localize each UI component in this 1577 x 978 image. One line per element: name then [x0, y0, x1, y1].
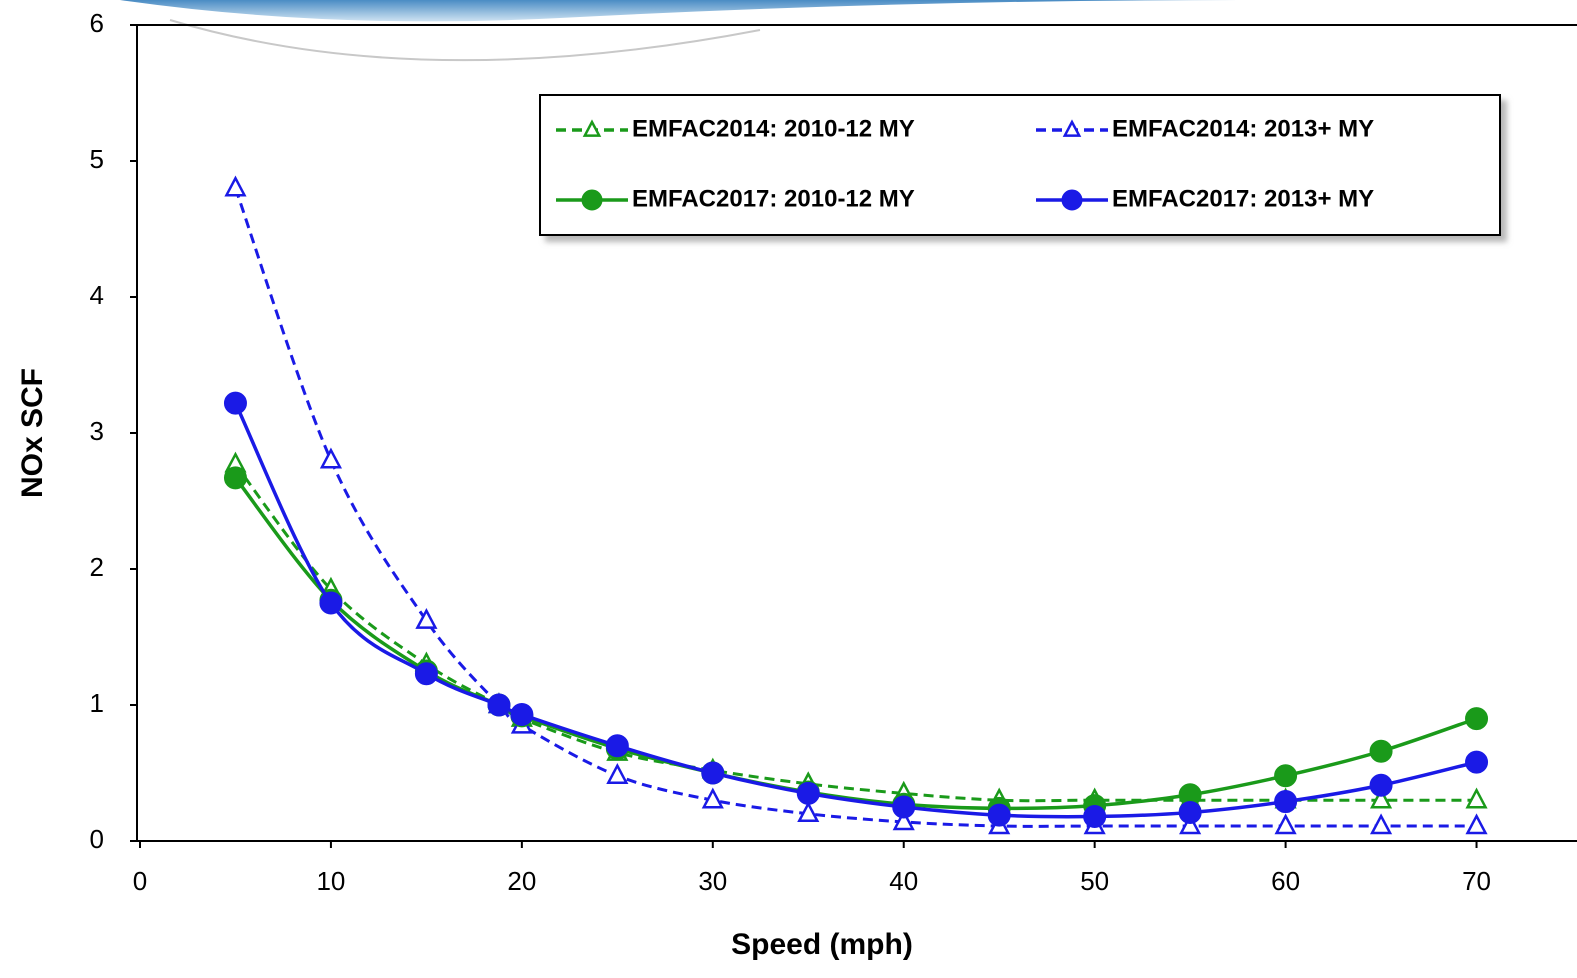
- legend-label: EMFAC2017: 2010-12 MY: [632, 185, 915, 212]
- triangle-marker: [582, 119, 602, 137]
- circle-marker: [1178, 800, 1202, 824]
- y-tick-label: 0: [90, 824, 104, 854]
- series-line: [234, 476, 1478, 811]
- x-tick-label: 50: [1080, 866, 1109, 896]
- header-arc: [169, 19, 761, 62]
- triangle-marker: [415, 608, 438, 629]
- y-tick-label: 5: [90, 144, 104, 174]
- circle-marker: [319, 591, 343, 615]
- circle-marker: [1274, 790, 1298, 814]
- circle-marker: [1369, 773, 1393, 797]
- x-tick-label: 20: [507, 866, 536, 896]
- circle-marker: [223, 466, 247, 490]
- x-tick-label: 0: [133, 866, 147, 896]
- circle-marker: [987, 803, 1011, 827]
- y-tick-label: 6: [90, 8, 104, 38]
- x-tick-label: 10: [316, 866, 345, 896]
- triangle-marker: [1062, 119, 1082, 137]
- circle-marker: [414, 662, 438, 686]
- series-line: [234, 463, 1477, 803]
- y-axis-title: NOx SCF: [16, 368, 49, 498]
- circle-marker: [487, 693, 511, 717]
- circle-marker: [510, 703, 534, 727]
- triangle-marker: [319, 447, 343, 469]
- header-decoration: [120, 0, 1240, 22]
- legend-box: [539, 94, 1501, 236]
- circle-marker: [1465, 707, 1489, 731]
- circle-marker: [701, 761, 725, 785]
- triangle-marker: [1369, 787, 1393, 809]
- y-tick-label: 2: [90, 552, 104, 582]
- y-tick-label: 1: [90, 688, 104, 718]
- circle-marker: [1083, 805, 1107, 829]
- series-line: [233, 402, 1477, 819]
- triangle-marker: [1465, 813, 1488, 835]
- triangle-marker: [797, 801, 820, 823]
- circle-marker: [1369, 739, 1393, 763]
- legend-label: EMFAC2017: 2013+ MY: [1112, 185, 1374, 212]
- x-tick-label: 70: [1462, 866, 1491, 896]
- circle-marker: [892, 795, 916, 819]
- series-line: [234, 187, 1477, 828]
- triangle-marker: [606, 763, 629, 784]
- x-axis-title: Speed (mph): [731, 928, 913, 961]
- x-tick-label: 40: [889, 866, 918, 896]
- triangle-marker: [224, 175, 247, 197]
- triangle-marker: [1369, 813, 1393, 835]
- circle-marker: [796, 781, 820, 805]
- y-tick-label: 4: [90, 280, 104, 310]
- triangle-marker: [1274, 813, 1297, 835]
- circle-marker: [1465, 750, 1489, 774]
- legend-label: EMFAC2014: 2013+ MY: [1112, 115, 1374, 142]
- circle-marker: [1061, 189, 1083, 211]
- triangle-marker: [1465, 787, 1488, 809]
- x-tick-label: 30: [698, 866, 727, 896]
- legend-label: EMFAC2014: 2010-12 MY: [632, 115, 915, 142]
- circle-marker: [223, 391, 247, 415]
- y-tick-label: 3: [90, 416, 104, 446]
- x-tick-label: 60: [1271, 866, 1300, 896]
- circle-marker: [1274, 764, 1298, 788]
- circle-marker: [605, 734, 629, 758]
- triangle-marker: [1179, 813, 1202, 835]
- triangle-marker: [892, 809, 915, 831]
- circle-marker: [581, 189, 603, 211]
- triangle-marker: [701, 787, 724, 809]
